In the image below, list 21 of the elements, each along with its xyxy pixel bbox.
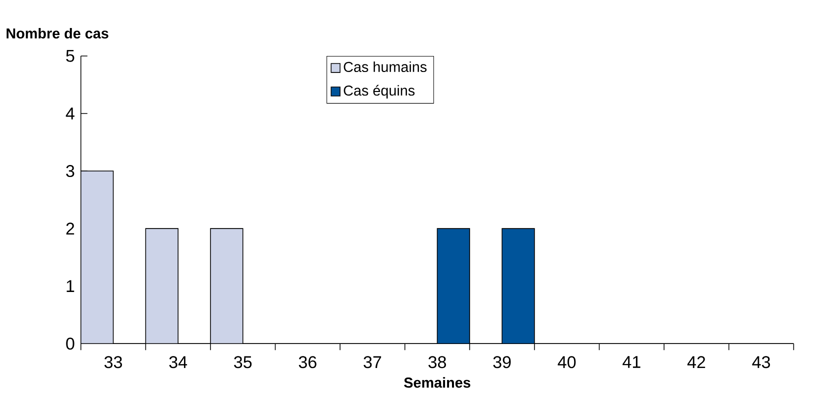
y-tick-label: 4 [66, 108, 74, 120]
y-tick-label: 1 [66, 280, 74, 292]
y-tick-label: 0 [66, 337, 74, 350]
x-tick-label: 42 [687, 356, 706, 368]
x-axis-title: Semaines [404, 377, 470, 388]
legend-label: Cas humains [344, 61, 427, 72]
y-tick-label: 3 [66, 164, 74, 177]
x-tick-label: 43 [752, 356, 770, 368]
x-tick-label: 37 [364, 356, 382, 368]
legend-label: Cas équins [344, 84, 415, 98]
x-tick-label: 36 [298, 356, 316, 368]
x-tick-label: 33 [104, 356, 122, 368]
x-tick-label: 40 [558, 356, 576, 368]
y-axis-title: Nombre de cas [6, 28, 108, 38]
x-tick-label: 39 [493, 356, 511, 368]
y-tick-label: 2 [66, 222, 74, 234]
y-tick-label: 5 [66, 50, 74, 62]
x-tick-label: 38 [428, 356, 446, 368]
x-tick-label: 41 [622, 356, 640, 368]
x-tick-label: 34 [169, 356, 188, 368]
x-tick-label: 35 [234, 356, 252, 368]
